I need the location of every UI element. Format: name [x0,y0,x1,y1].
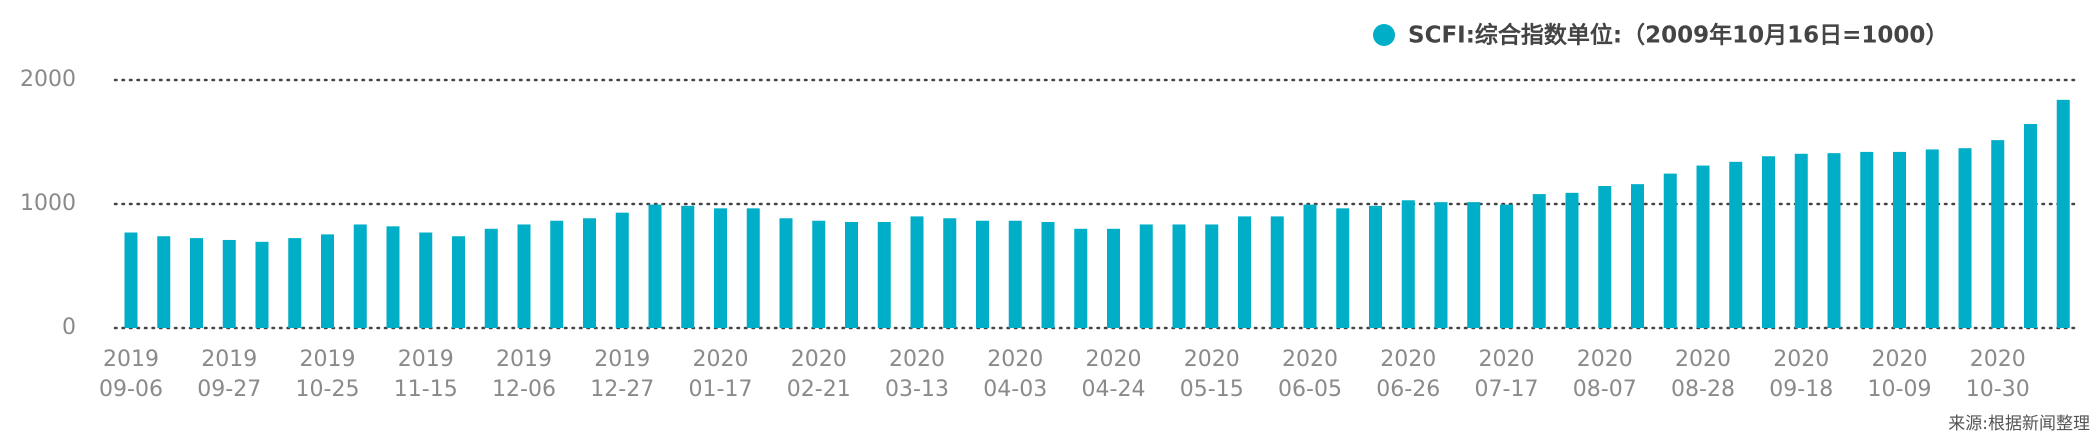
x-tick-label: 2019 12-06 [492,347,556,402]
bar [190,238,203,328]
x-tick-label: 2020 10-09 [1867,347,1932,402]
bar [1172,224,1186,328]
x-tick-label: 2020 08-07 [1572,347,1637,402]
bar [1631,184,1644,328]
bar [419,232,433,328]
bar [353,224,367,328]
bar [1401,200,1415,328]
bar [714,208,727,328]
x-tick-label: 2020 04-24 [1081,347,1146,402]
legend-label: SCFI:综合指数单位:（2009年10月16日=1000） [1408,22,1948,49]
bar [1074,228,1088,328]
bar [877,221,891,328]
bar [222,239,236,328]
x-tick-label: 2020 06-26 [1376,347,1441,402]
bar [1238,216,1251,328]
bar [1991,140,2005,328]
source-note: 来源:根据新闻整理 [1948,414,2090,434]
bar [550,220,564,328]
bar [845,221,858,328]
bar [2056,99,2070,328]
x-tick-label: 2020 09-18 [1769,347,1834,402]
bar [943,218,957,328]
x-tick-label: 2019 12-27 [590,347,655,402]
bar [484,228,498,328]
bar [976,220,989,328]
bar [1860,151,1874,328]
bar [1598,186,1612,328]
x-tick-label: 2020 07-17 [1474,347,1539,402]
x-tick-label: 2019 10-25 [295,347,360,402]
bar [1500,204,1513,328]
bar [615,212,629,328]
bar [1729,161,1743,328]
bar [1663,173,1677,328]
x-tick-label: 2020 10-30 [1965,347,2030,402]
bar [1958,148,1972,328]
x-tick-label: 2020 03-13 [885,347,949,402]
legend-marker [1373,24,1395,46]
bar [1041,221,1055,328]
bar [1696,165,1710,328]
bar [255,241,269,328]
bar [1762,156,1775,328]
bar [386,226,400,328]
bar [583,218,596,328]
bar [1794,153,1808,328]
bar [321,234,334,328]
bar [1893,151,1906,328]
x-tick-label: 2019 11-15 [393,347,458,402]
x-tick-label: 2020 08-28 [1671,347,1735,402]
bar [2024,124,2037,329]
bar [1434,202,1448,328]
bar [681,205,695,328]
bar [1270,216,1284,328]
bar [746,208,760,328]
bar [1008,220,1022,328]
bar [124,232,138,328]
bar [1336,208,1350,328]
bar [812,220,826,328]
x-tick-label: 2020 04-03 [983,347,1048,402]
bar [1107,228,1120,328]
x-tick-label: 2020 01-17 [688,347,753,402]
bar [1565,192,1579,328]
bar [1205,224,1219,328]
bar [288,238,302,328]
y-tick-label: 2000 [20,67,76,92]
bar [517,224,531,328]
x-tick-label: 2020 02-21 [786,347,851,402]
bar [452,236,465,328]
x-tick-label: 2019 09-27 [197,347,262,402]
bar [1925,149,1939,328]
bar [648,204,662,328]
bar [1467,202,1481,328]
bar [1303,204,1317,328]
x-tick-label: 2020 06-05 [1278,347,1342,402]
bar [1139,224,1153,328]
y-tick-label: 0 [62,315,76,340]
x-tick-label: 2020 05-15 [1179,347,1244,402]
bar [779,218,793,328]
bar [1369,205,1382,328]
bar [1827,153,1841,328]
bar [1532,194,1546,328]
x-tick-label: 2019 09-06 [99,347,163,402]
bar [910,216,924,328]
y-tick-label: 1000 [20,191,76,216]
bar [157,236,171,328]
